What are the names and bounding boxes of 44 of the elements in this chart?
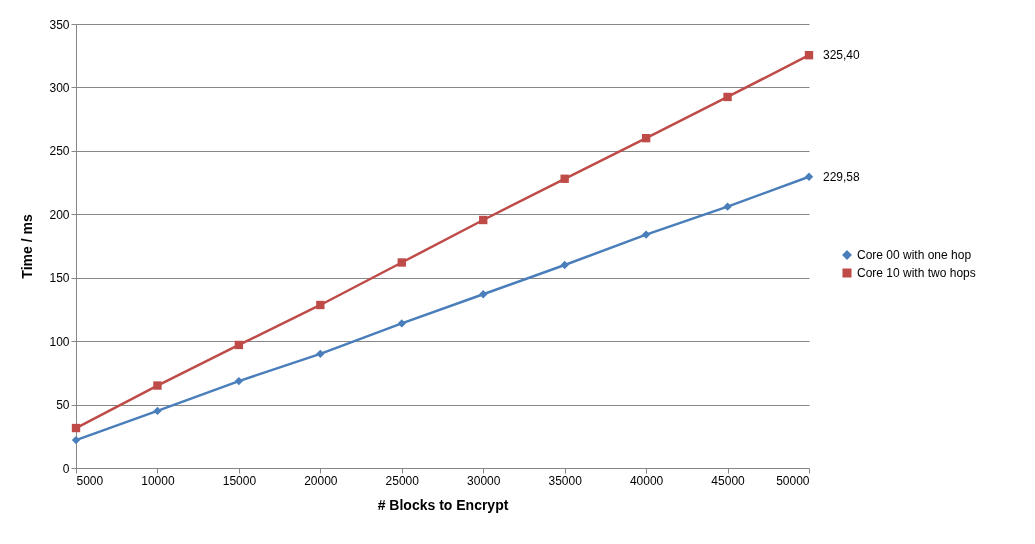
x-tick-label: 5000 (76, 473, 104, 488)
legend-label: Core 10 with two hops (857, 266, 976, 280)
point (479, 215, 488, 225)
point (71, 435, 81, 445)
x-tick-label: 20000 (304, 473, 338, 488)
x-tick-label: 30000 (467, 473, 501, 488)
x-tick-label: 35000 (548, 473, 583, 488)
point (234, 340, 244, 350)
point (397, 258, 406, 267)
y-tick-label: 350 (49, 17, 70, 32)
legend-label: Core 00 with one hop (857, 248, 972, 262)
x-tick-label: 15000 (222, 473, 257, 488)
point (641, 133, 651, 143)
point (153, 381, 162, 390)
y-tick-label: 250 (49, 144, 70, 159)
point (560, 260, 569, 270)
point (316, 349, 325, 359)
point (153, 406, 162, 416)
x-tick-label: 25000 (385, 473, 420, 488)
point (234, 376, 244, 386)
y-tick-label: 200 (49, 207, 70, 222)
point (641, 230, 651, 239)
point (560, 174, 569, 183)
point (723, 92, 732, 102)
y-tick-label: 0 (62, 461, 70, 476)
y-tick-label: 100 (49, 334, 70, 349)
point (723, 202, 732, 211)
point (804, 51, 814, 60)
y-tick-label: 50 (56, 398, 70, 413)
data-label: 229,58 (823, 169, 861, 184)
point (316, 300, 325, 310)
point (71, 423, 81, 433)
y-tick-label: 300 (49, 80, 70, 95)
y-tick-label: 150 (49, 271, 70, 286)
x-tick-label: 40000 (629, 473, 664, 488)
point (397, 319, 406, 328)
x-tick-label: 10000 (141, 473, 175, 488)
x-axis-title: # Blocks to Encrypt (377, 496, 509, 513)
point (804, 172, 814, 181)
point (479, 290, 488, 299)
data-label: 325,40 (823, 48, 861, 63)
x-tick-label: 50000 (776, 473, 810, 488)
y-axis-title: Time / ms (19, 214, 36, 279)
x-tick-label: 45000 (711, 473, 746, 488)
